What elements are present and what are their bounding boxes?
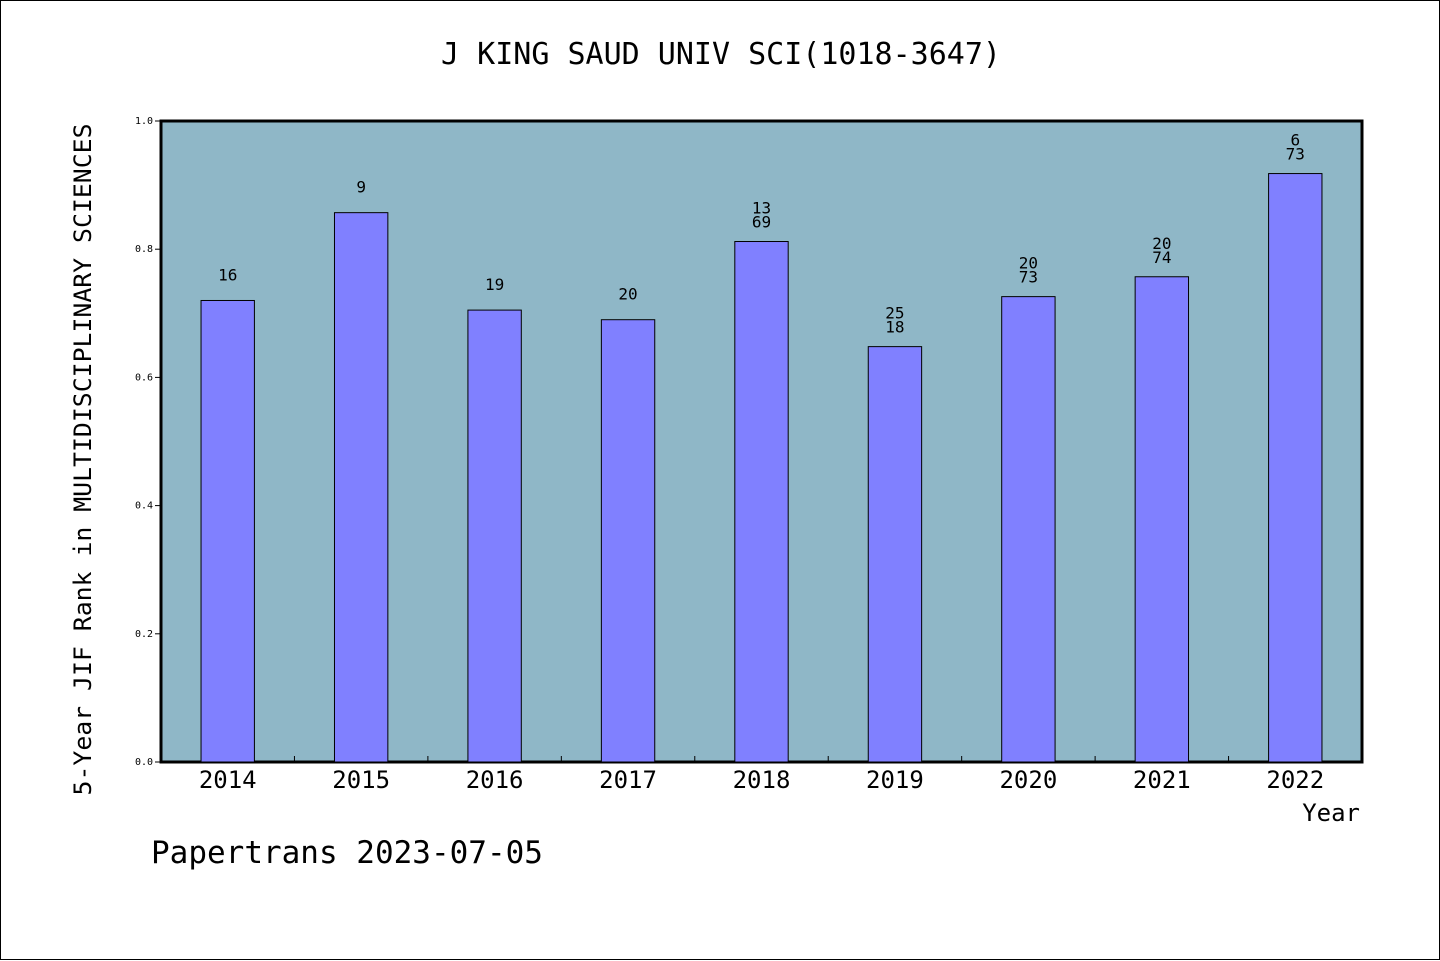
y-tick-label: 0.0 xyxy=(135,757,153,768)
x-tick-label: 2016 xyxy=(466,766,524,794)
bar-rank-label: 73 xyxy=(1286,145,1305,164)
y-tick-label: 0.4 xyxy=(135,501,153,512)
bar-2016 xyxy=(467,309,522,763)
x-tick-label: 2018 xyxy=(733,766,791,794)
bar-rank-label: 16 xyxy=(218,265,237,284)
bar-rank-label: 9 xyxy=(356,178,366,197)
bar-2018 xyxy=(734,241,789,763)
x-axis: 2014 2015 2016 2017 2018 2019 2020 2021 2022 xyxy=(199,756,1324,794)
bar-2015 xyxy=(333,212,389,763)
x-axis-label: Year xyxy=(1302,799,1360,827)
bar-rank-label: 20 xyxy=(618,285,637,304)
x-tick-label: 2014 xyxy=(199,766,257,794)
bar-rank-label: 6 xyxy=(1290,131,1300,150)
y-tick-label: 0.8 xyxy=(135,244,153,255)
chart-title: J KING SAUD UNIV SCI(1018-3647) xyxy=(441,37,1001,72)
y-axis-label: 5-Year JIF Rank in MULTIDISCIPLINARY SCI… xyxy=(69,124,97,796)
bar-rank-label: 18 xyxy=(885,318,904,337)
y-tick-label: 0.6 xyxy=(135,372,153,383)
bar-rank-label: 25 xyxy=(885,304,904,323)
y-tick-label: 1.0 xyxy=(135,116,153,127)
bar-rank-label: 74 xyxy=(1152,248,1171,267)
x-tick-label: 2015 xyxy=(332,766,390,794)
bar-2014 xyxy=(200,299,255,763)
bar-2022 xyxy=(1268,173,1323,763)
bar-2019 xyxy=(867,346,923,763)
bar-rank-label: 19 xyxy=(485,275,504,294)
y-axis: 0.0 0.2 0.4 0.6 0.8 1.0 xyxy=(135,116,161,768)
bar-rank-label: 73 xyxy=(1019,268,1038,287)
x-tick-label: 2017 xyxy=(599,766,657,794)
x-tick-label: 2021 xyxy=(1133,766,1191,794)
bar-rank-label: 20 xyxy=(1152,234,1171,253)
x-tick-label: 2022 xyxy=(1266,766,1324,794)
bar-2021 xyxy=(1134,276,1190,763)
bar-rank-label: 20 xyxy=(1019,254,1038,273)
bar-rank-label: 13 xyxy=(752,199,771,218)
bar-2017 xyxy=(600,319,656,763)
y-tick-label: 0.2 xyxy=(135,629,153,640)
bar-rank-label: 69 xyxy=(752,213,771,232)
footer-note: Papertrans 2023-07-05 xyxy=(151,835,543,871)
x-tick-label: 2020 xyxy=(999,766,1057,794)
bar-2020 xyxy=(1001,296,1056,763)
x-tick-label: 2019 xyxy=(866,766,924,794)
